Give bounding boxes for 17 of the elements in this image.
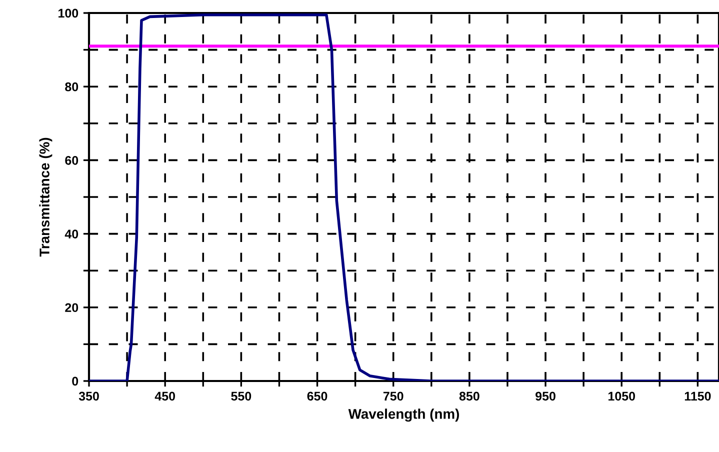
y-tick-label: 80 — [65, 82, 78, 92]
x-tick-label: 350 — [78, 392, 99, 401]
y-tick-label: 40 — [64, 230, 78, 238]
x-tick-label: 550 — [231, 392, 252, 401]
y-axis-title: Transmittance (%) — [39, 138, 52, 257]
x-tick-label: 750 — [383, 392, 404, 401]
y-tick-label: 100 — [58, 8, 78, 18]
x-axis-title: Wavelength (nm) — [348, 408, 459, 422]
x-tick-label: 950 — [536, 392, 556, 401]
y-tick-label: 60 — [65, 156, 78, 165]
x-tick-label: 450 — [154, 392, 176, 401]
y-tick-label: 0 — [72, 376, 78, 386]
x-tick-label: 1150 — [684, 392, 711, 401]
x-tick-label: 650 — [307, 392, 328, 401]
x-tick-label: 850 — [459, 392, 480, 401]
x-tick-label: 1050 — [608, 392, 635, 401]
y-tick-label: 20 — [65, 303, 78, 312]
